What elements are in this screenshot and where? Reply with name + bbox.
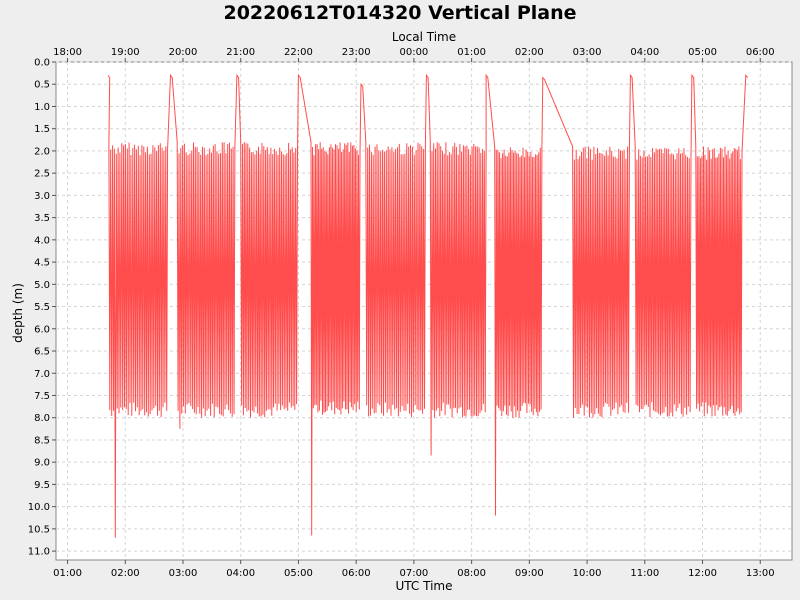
x2-axis-ticks: 18:00 19:00 20:00 21:00 22:00 23:00 00:00 01:00… (53, 47, 775, 62)
x-axis-ticks: 01:00 02:00 03:00 04:00 05:00 06:00 07:00 08:00… (53, 560, 775, 579)
x-tick-label: 12:00 (688, 568, 717, 579)
x2-tick-label: 04:00 (630, 47, 659, 58)
y-tick-label: 4.0 (34, 235, 50, 246)
x2-tick-label: 21:00 (226, 47, 255, 58)
x-tick-label: 01:00 (53, 568, 82, 579)
y-axis-title: depth (m) (11, 283, 25, 343)
y-tick-label: 6.5 (34, 347, 50, 358)
chart-title: 20220612T014320 Vertical Plane (223, 2, 576, 24)
x2-tick-label: 05:00 (688, 47, 717, 58)
x-tick-label: 04:00 (226, 568, 255, 579)
y-tick-label: 1.5 (34, 124, 50, 135)
y-tick-label: 8.5 (34, 435, 50, 446)
y-tick-label: 7.5 (34, 391, 50, 402)
y-tick-label: 9.5 (34, 480, 50, 491)
x2-tick-label: 01:00 (457, 47, 486, 58)
y-tick-label: 7.0 (34, 369, 50, 380)
x2-tick-label: 18:00 (53, 47, 82, 58)
y-tick-label: 2.0 (34, 146, 50, 157)
x-tick-label: 03:00 (169, 568, 198, 579)
x-tick-label: 06:00 (342, 568, 371, 579)
y-tick-label: 1.0 (34, 102, 50, 113)
y-tick-label: 4.5 (34, 258, 50, 269)
y-tick-label: 0.0 (34, 58, 50, 69)
y-tick-label: 2.5 (34, 169, 50, 180)
y-tick-label: 0.5 (34, 80, 50, 91)
x2-tick-label: 23:00 (342, 47, 371, 58)
y-tick-label: 5.5 (34, 302, 50, 313)
x-tick-label: 10:00 (573, 568, 602, 579)
x2-tick-label: 20:00 (169, 47, 198, 58)
x2-tick-label: 19:00 (111, 47, 140, 58)
x2-tick-label: 00:00 (399, 47, 428, 58)
x2-axis-title: Local Time (392, 30, 456, 44)
y-axis-ticks: 0.0 0.5 1.0 1.5 2.0 2.5 3.0 3.5 4.0 4.5 5.0 5.5 6.0 6… (28, 58, 56, 558)
x-tick-label: 02:00 (111, 568, 140, 579)
x2-tick-label: 06:00 (746, 47, 775, 58)
y-tick-label: 6.0 (34, 324, 50, 335)
y-tick-label: 9.0 (34, 458, 50, 469)
x-axis-title: UTC Time (396, 579, 453, 593)
series-layer (107, 73, 748, 538)
x-tick-label: 13:00 (746, 568, 775, 579)
x-tick-label: 07:00 (399, 568, 428, 579)
y-tick-label: 10.0 (28, 502, 50, 513)
y-tick-label: 3.5 (34, 213, 50, 224)
y-tick-label: 11.0 (28, 547, 50, 558)
depth-series-line (107, 73, 748, 538)
y-tick-label: 5.0 (34, 280, 50, 291)
y-tick-label: 10.5 (28, 524, 50, 535)
x2-tick-label: 03:00 (573, 47, 602, 58)
x2-tick-label: 22:00 (284, 47, 313, 58)
y-tick-label: 8.0 (34, 413, 50, 424)
x-tick-label: 05:00 (284, 568, 313, 579)
x2-tick-label: 02:00 (515, 47, 544, 58)
x-tick-label: 11:00 (630, 568, 659, 579)
x-tick-label: 09:00 (515, 568, 544, 579)
y-tick-label: 3.0 (34, 191, 50, 202)
x-tick-label: 08:00 (457, 568, 486, 579)
